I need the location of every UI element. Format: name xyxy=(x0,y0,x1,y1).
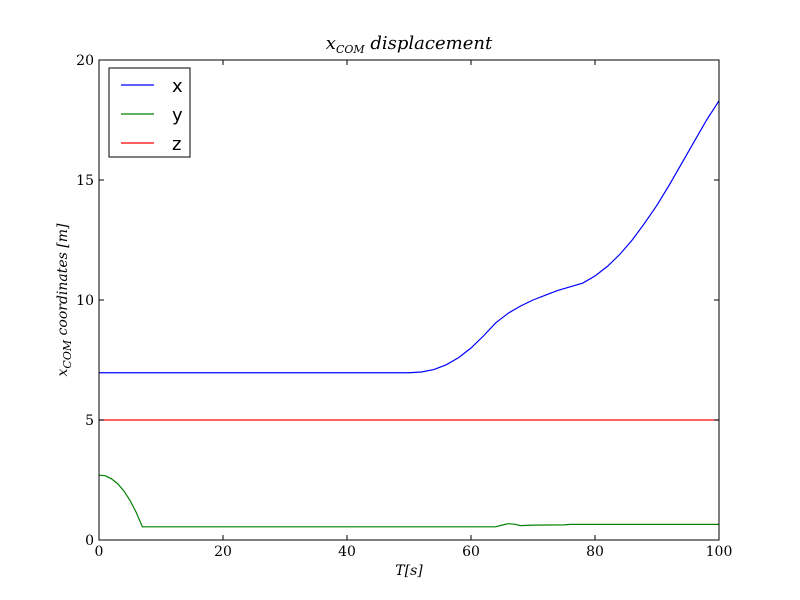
chart-title: xCOM displacement xyxy=(326,33,493,56)
legend-label-z: z xyxy=(172,134,181,155)
x-tick-label: 80 xyxy=(586,544,604,560)
y-tick-label: 0 xyxy=(85,533,94,549)
legend-label-y: y xyxy=(172,105,183,126)
ticks: 0 20 40 60 80 100 0 5 10 15 20 xyxy=(76,53,732,560)
series-line-x xyxy=(99,100,720,374)
legend: xyz xyxy=(108,67,191,158)
y-tick-label: 20 xyxy=(76,53,94,69)
plot-lines xyxy=(98,100,720,528)
legend-frame xyxy=(108,67,191,158)
chart-title-subscript: COM xyxy=(336,43,365,56)
x-tick-label: 20 xyxy=(214,544,232,560)
x-tick-label: 100 xyxy=(706,544,733,560)
y-axis-label: xCOM coordinates [m] xyxy=(55,223,74,377)
x-tick-label: 60 xyxy=(462,544,480,560)
x-tick-label: 40 xyxy=(338,544,356,560)
y-tick-label: 10 xyxy=(76,293,94,309)
y-tick-label: 5 xyxy=(85,413,94,429)
legend-label-x: x xyxy=(172,76,183,97)
y-tick-label: 15 xyxy=(76,173,94,189)
x-axis-label: T[s] xyxy=(395,563,423,579)
series-line-y xyxy=(98,474,719,528)
x-tick-label: 0 xyxy=(95,544,104,560)
